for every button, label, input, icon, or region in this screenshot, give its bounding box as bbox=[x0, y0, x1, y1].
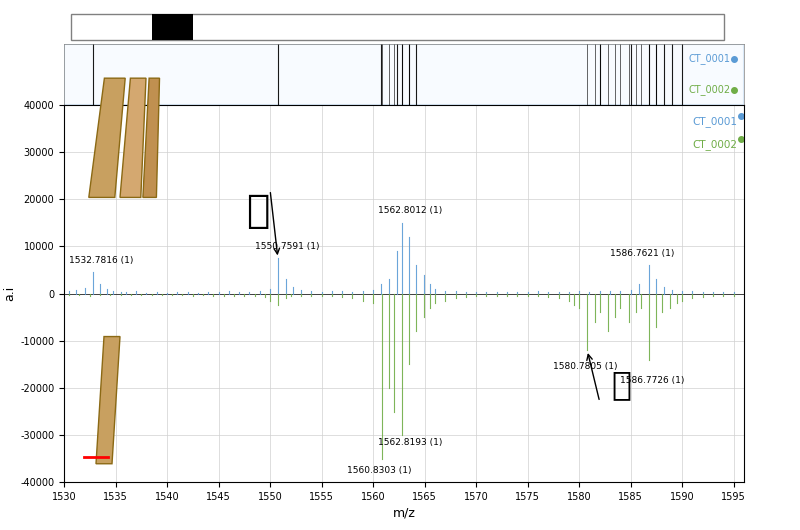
Text: 🐐: 🐐 bbox=[612, 368, 632, 401]
X-axis label: m/z: m/z bbox=[393, 506, 415, 519]
Polygon shape bbox=[120, 78, 146, 198]
Text: 1560.8303 (1): 1560.8303 (1) bbox=[347, 466, 412, 475]
FancyBboxPatch shape bbox=[152, 14, 194, 40]
Text: 1562.8193 (1): 1562.8193 (1) bbox=[378, 438, 442, 447]
Text: CT_0002: CT_0002 bbox=[688, 84, 730, 95]
Text: CT_0002: CT_0002 bbox=[692, 139, 738, 150]
Polygon shape bbox=[96, 337, 120, 464]
Text: 1532.7816 (1): 1532.7816 (1) bbox=[69, 256, 134, 265]
Text: 1586.7726 (1): 1586.7726 (1) bbox=[620, 376, 685, 385]
Text: CT_0001: CT_0001 bbox=[692, 116, 738, 127]
FancyBboxPatch shape bbox=[70, 14, 724, 40]
Text: 🦌: 🦌 bbox=[246, 192, 270, 229]
Y-axis label: a.i: a.i bbox=[3, 286, 16, 301]
Text: 1586.7621 (1): 1586.7621 (1) bbox=[610, 249, 674, 258]
FancyBboxPatch shape bbox=[64, 43, 744, 105]
Text: 1580.7805 (1): 1580.7805 (1) bbox=[554, 362, 618, 371]
Text: 1550.7591 (1): 1550.7591 (1) bbox=[254, 242, 319, 251]
Text: CT_0001: CT_0001 bbox=[688, 54, 730, 65]
Polygon shape bbox=[89, 78, 126, 198]
Text: 1562.8012 (1): 1562.8012 (1) bbox=[378, 206, 442, 215]
Polygon shape bbox=[143, 78, 159, 198]
